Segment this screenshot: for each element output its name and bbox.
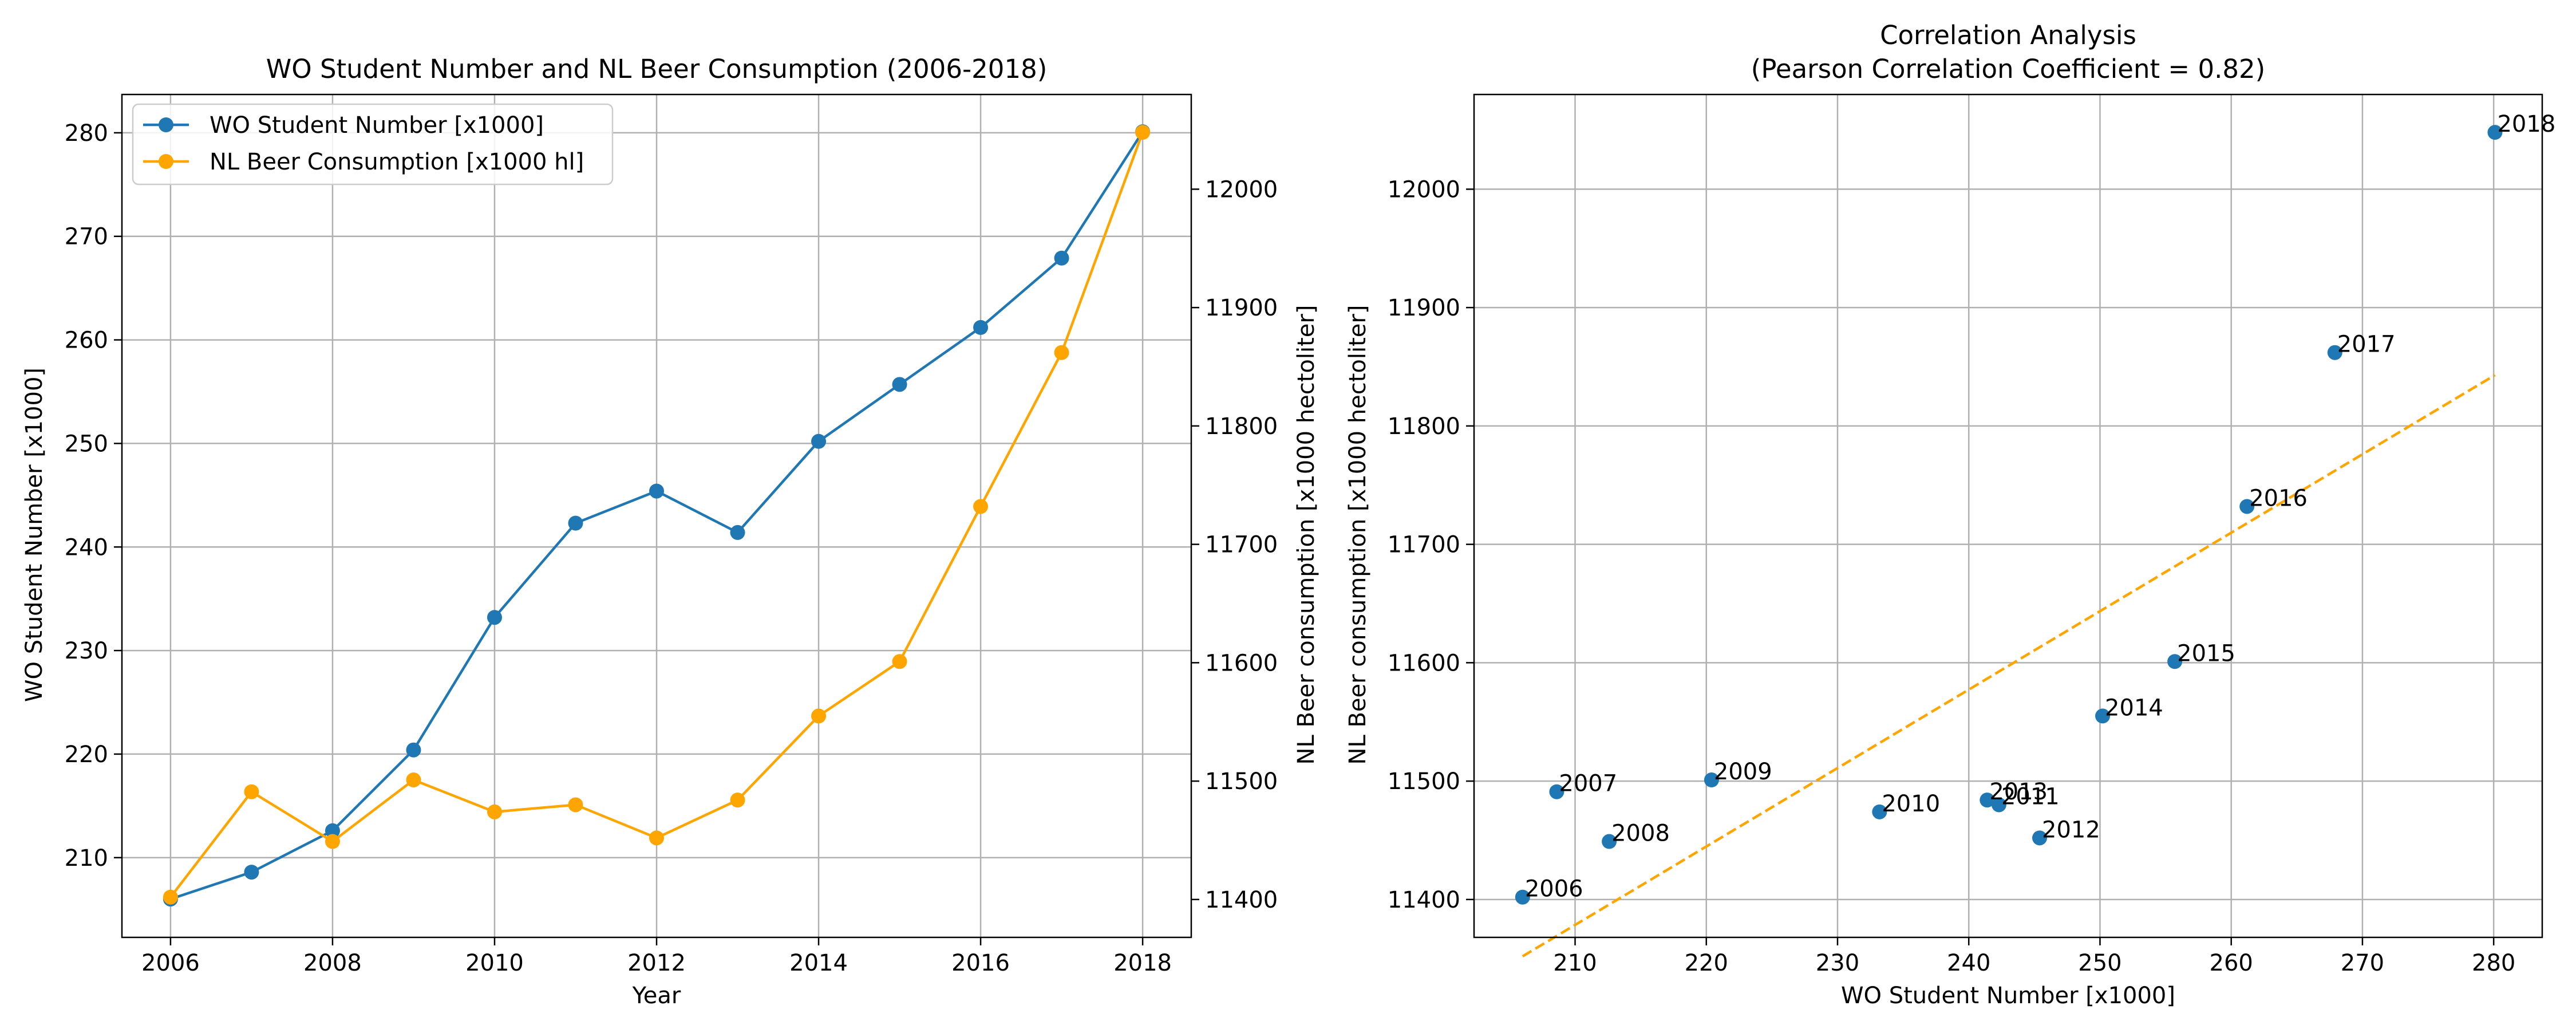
right-chart-grid bbox=[1474, 94, 2542, 937]
beer-consumption-point bbox=[730, 793, 745, 807]
right-axis-tick-label: 11500 bbox=[1205, 768, 1278, 795]
line-chart: WO Student Number and NL Beer Consumptio… bbox=[21, 54, 1319, 1009]
student-number-point bbox=[892, 377, 907, 392]
right-chart-frame bbox=[1474, 94, 2542, 937]
right-x-tick-label: 280 bbox=[2472, 950, 2515, 976]
left-chart-title: WO Student Number and NL Beer Consumptio… bbox=[266, 54, 1048, 84]
right-y-tick-label: 11700 bbox=[1388, 532, 1460, 558]
left-x-tick-label: 2014 bbox=[789, 950, 848, 976]
point-year-label: 2008 bbox=[1611, 821, 1670, 847]
point-year-label: 2016 bbox=[2249, 485, 2308, 511]
point-year-label: 2013 bbox=[1989, 779, 2048, 805]
beer-consumption-point bbox=[406, 772, 421, 787]
right-y-tick-label: 11900 bbox=[1388, 295, 1460, 321]
right-y-tick-label: 11600 bbox=[1388, 650, 1460, 676]
left-y-tick-label: 270 bbox=[65, 224, 108, 250]
legend-entry-label: WO Student Number [x1000] bbox=[210, 112, 544, 139]
point-year-label: 2017 bbox=[2337, 332, 2396, 358]
left-x-tick-label: 2012 bbox=[627, 950, 686, 976]
right-chart-points: 2006 2007 2008 2009 2010 2011 2012 2013 2014 2015… bbox=[1515, 111, 2555, 956]
student-number-point bbox=[487, 610, 502, 625]
beer-consumption-point bbox=[649, 830, 664, 845]
beer-consumption-point bbox=[892, 654, 907, 669]
point-year-label: 2010 bbox=[1882, 791, 1940, 817]
right-axis-tick-label: 12000 bbox=[1205, 176, 1278, 203]
beer-consumption-point bbox=[487, 805, 502, 819]
student-number-point bbox=[1054, 251, 1069, 266]
right-y-tick-label: 11500 bbox=[1388, 768, 1460, 795]
right-axis-tick-label: 11400 bbox=[1205, 887, 1278, 913]
right-y-tick-label: 12000 bbox=[1388, 176, 1460, 203]
right-y-tick-label: 11400 bbox=[1388, 887, 1460, 913]
left-chart-ticks: 2006 2008 2010 2012 2014 2016 2018 210 220 230 240… bbox=[65, 120, 1278, 976]
point-year-label: 2007 bbox=[1559, 771, 1617, 797]
left-chart-ylabel: WO Student Number [x1000] bbox=[21, 368, 48, 702]
beer-consumption-point bbox=[811, 708, 826, 723]
student-number-point bbox=[244, 865, 259, 880]
left-y-tick-label: 230 bbox=[65, 638, 108, 664]
left-y-tick-label: 240 bbox=[65, 534, 108, 561]
right-x-tick-label: 240 bbox=[1947, 950, 1990, 976]
student-number-point bbox=[811, 434, 826, 449]
right-axis-tick-label: 11800 bbox=[1205, 413, 1278, 440]
left-chart-xlabel: Year bbox=[632, 983, 681, 1009]
right-y-tick-label: 11800 bbox=[1388, 413, 1460, 440]
point-year-label: 2006 bbox=[1525, 876, 1583, 902]
point-year-label: 2018 bbox=[2497, 111, 2555, 137]
beer-consumption-point bbox=[244, 784, 259, 799]
legend-entry-label: NL Beer Consumption [x1000 hl] bbox=[210, 149, 584, 175]
right-x-tick-label: 210 bbox=[1553, 950, 1597, 976]
point-year-label: 2009 bbox=[1714, 759, 1772, 785]
left-x-tick-label: 2006 bbox=[141, 950, 200, 976]
student-number-point bbox=[973, 320, 988, 335]
left-y-tick-label: 280 bbox=[65, 120, 108, 147]
legend-marker-swatch bbox=[159, 117, 173, 132]
left-y-tick-label: 220 bbox=[65, 742, 108, 768]
beer-consumption-point bbox=[1135, 125, 1150, 140]
right-chart-ylabel: NL Beer consumption [x1000 hectoliter] bbox=[1345, 305, 1371, 765]
right-x-tick-label: 250 bbox=[2078, 950, 2121, 976]
student-number-point bbox=[730, 525, 745, 540]
student-number-point bbox=[649, 484, 664, 499]
left-y-tick-label: 260 bbox=[65, 328, 108, 354]
right-axis-tick-label: 11900 bbox=[1205, 295, 1278, 321]
right-chart-xlabel: WO Student Number [x1000] bbox=[1841, 983, 2175, 1009]
right-chart-ticks: 210 220 230 240 250 260 270 280 11400 11500 11600 1… bbox=[1388, 176, 2516, 976]
trend-line bbox=[1523, 375, 2495, 956]
left-chart-legend: WO Student Number [x1000] NL Beer Consump… bbox=[133, 104, 613, 184]
left-y-tick-label: 210 bbox=[65, 845, 108, 872]
right-x-tick-label: 260 bbox=[2210, 950, 2253, 976]
student-number-point bbox=[406, 743, 421, 758]
point-year-label: 2014 bbox=[2105, 695, 2163, 721]
student-number-point bbox=[568, 516, 583, 531]
beer-consumption-point bbox=[163, 890, 178, 905]
right-chart-title: Correlation Analysis bbox=[1880, 20, 2136, 50]
right-chart-subtitle: (Pearson Correlation Coefficient = 0.82) bbox=[1751, 54, 2265, 84]
left-x-tick-label: 2008 bbox=[303, 950, 362, 976]
left-x-tick-label: 2016 bbox=[951, 950, 1010, 976]
right-x-tick-label: 230 bbox=[1816, 950, 1859, 976]
right-x-tick-label: 270 bbox=[2341, 950, 2384, 976]
beer-consumption-point bbox=[325, 834, 340, 849]
left-x-tick-label: 2010 bbox=[465, 950, 524, 976]
legend-marker-swatch bbox=[159, 154, 173, 169]
left-x-tick-label: 2018 bbox=[1113, 950, 1172, 976]
right-axis-tick-label: 11600 bbox=[1205, 650, 1278, 676]
right-x-tick-label: 220 bbox=[1685, 950, 1728, 976]
beer-consumption-point bbox=[1054, 345, 1069, 360]
beer-consumption-point bbox=[568, 797, 583, 812]
point-year-label: 2015 bbox=[2177, 640, 2235, 667]
beer-consumption-point bbox=[973, 499, 988, 514]
right-axis-tick-label: 11700 bbox=[1205, 532, 1278, 558]
scatter-chart: Correlation Analysis (Pearson Correlatio… bbox=[1345, 20, 2555, 1009]
point-year-label: 2012 bbox=[2042, 817, 2100, 843]
left-chart-ylabel-right: NL Beer consumption [x1000 hectoliter] bbox=[1293, 305, 1319, 765]
left-y-tick-label: 250 bbox=[65, 431, 108, 457]
